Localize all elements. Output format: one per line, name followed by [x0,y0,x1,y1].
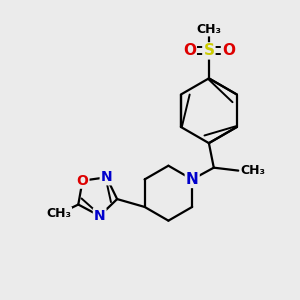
Text: N: N [186,172,199,187]
Text: O: O [76,174,88,188]
Text: O: O [222,44,235,59]
Text: CH₃: CH₃ [46,208,71,220]
Text: N: N [101,170,112,184]
Text: O: O [183,44,196,59]
Text: S: S [203,44,214,59]
Text: N: N [94,209,106,223]
Text: CH₃: CH₃ [240,164,265,177]
Text: CH₃: CH₃ [196,23,221,36]
